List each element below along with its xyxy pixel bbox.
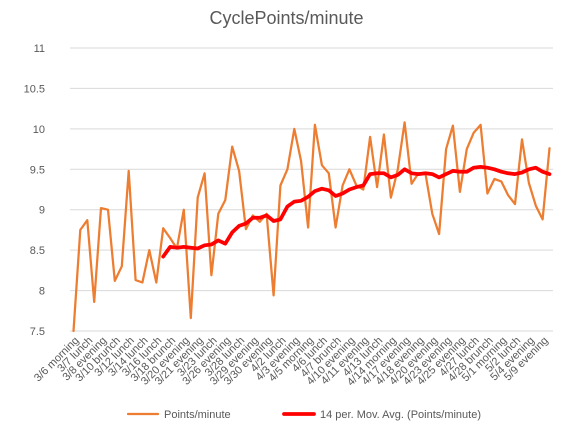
legend-label: 14 per. Mov. Avg. (Points/minute) <box>320 409 481 421</box>
y-tick-label: 10 <box>33 124 45 136</box>
y-tick-label: 8.5 <box>30 245 45 257</box>
y-axis-ticks: 7.5 8 8.5 9 9.5 10 10.5 11 <box>24 43 45 338</box>
y-tick-label: 9.5 <box>30 164 45 176</box>
series-moving-average-line <box>161 165 552 259</box>
legend: Points/minute 14 per. Mov. Avg. (Points/m… <box>126 409 481 421</box>
legend-label: Points/minute <box>164 409 231 421</box>
chart-title: CyclePoints/minute <box>209 8 364 28</box>
y-tick-label: 8 <box>39 286 45 298</box>
y-tick-label: 7.5 <box>30 326 45 338</box>
series-lines <box>72 121 552 333</box>
y-tick-label: 9 <box>39 205 45 217</box>
series-points-per-minute-line <box>72 121 551 333</box>
y-tick-label: 10.5 <box>24 83 45 95</box>
y-tick-label: 11 <box>34 43 45 55</box>
